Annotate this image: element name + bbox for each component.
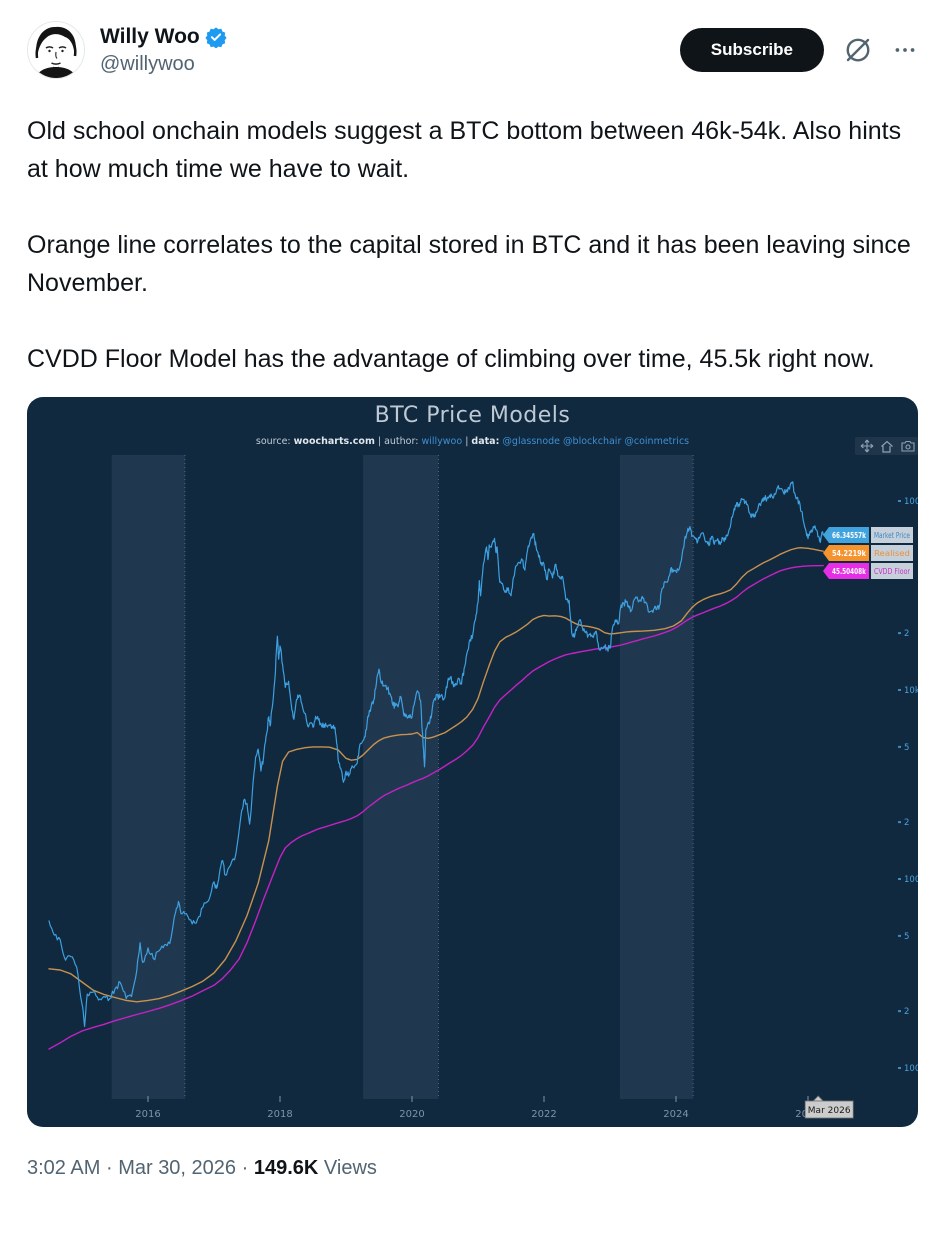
btc-price-models-chart: 201620182020202220242026100k5210k5210005…	[48, 437, 918, 1120]
author-block: Willy Woo @willywoo	[100, 24, 227, 75]
author-handle[interactable]: @willywoo	[100, 52, 195, 75]
svg-text:10k: 10k	[904, 686, 918, 696]
svg-text:2: 2	[904, 1007, 909, 1017]
svg-text:100k: 100k	[904, 497, 918, 507]
avatar[interactable]	[27, 21, 85, 79]
svg-text:Market Price: Market Price	[874, 531, 910, 540]
svg-text:Mar 2026: Mar 2026	[808, 1106, 851, 1116]
svg-text:1000: 1000	[904, 875, 918, 885]
footer-dot: ·	[105, 1157, 113, 1179]
verified-badge-icon	[205, 27, 227, 48]
credits-sep: |	[462, 436, 472, 447]
svg-text:5: 5	[904, 932, 909, 942]
tweet-header: Willy Woo @willywoo Subscribe	[27, 0, 918, 79]
credits-author-label: | author:	[374, 436, 422, 447]
svg-text:Realised: Realised	[874, 549, 910, 558]
tweet-paragraph: Orange line correlates to the capital st…	[27, 231, 911, 297]
author-name[interactable]: Willy Woo	[100, 25, 200, 49]
more-icon[interactable]	[892, 37, 918, 63]
tweet: Willy Woo @willywoo Subscribe	[27, 0, 918, 1180]
grok-icon[interactable]	[843, 35, 873, 65]
tweet-text: Old school onchain models suggest a BTC …	[27, 112, 918, 378]
tweet-media-chart[interactable]: 201620182020202220242026100k5210k5210005…	[27, 397, 918, 1127]
svg-text:100: 100	[904, 1064, 918, 1074]
timestamp-date: Mar 30, 2026	[118, 1157, 237, 1179]
svg-text:2022: 2022	[531, 1109, 556, 1120]
chart-credits: source: woocharts.com | author: willywoo…	[27, 436, 918, 447]
svg-text:2024: 2024	[663, 1109, 688, 1120]
svg-text:2: 2	[904, 629, 909, 639]
timestamp-time: 3:02 AM	[27, 1157, 101, 1179]
header-actions: Subscribe	[679, 28, 918, 72]
credits-author-link: willywoo	[421, 436, 463, 447]
views-label: Views	[323, 1157, 377, 1179]
svg-text:2: 2	[904, 818, 909, 828]
svg-text:5: 5	[904, 743, 909, 753]
credits-source-label: source:	[255, 436, 294, 447]
credits-source-site: woocharts.com	[293, 436, 375, 447]
svg-text:2020: 2020	[399, 1109, 424, 1120]
svg-text:45.50408k: 45.50408k	[832, 567, 866, 576]
avatar-sketch	[28, 22, 84, 78]
tweet-paragraph: CVDD Floor Model has the advantage of cl…	[27, 345, 875, 373]
views-count: 149.6K	[253, 1157, 319, 1179]
svg-text:66.34557k: 66.34557k	[832, 531, 866, 540]
svg-text:2018: 2018	[267, 1109, 292, 1120]
svg-text:54.2219k: 54.2219k	[832, 549, 867, 558]
footer-dot: ·	[241, 1157, 249, 1179]
tweet-footer: 3:02 AM · Mar 30, 2026 · 149.6K Views	[27, 1157, 918, 1180]
credits-data-label: data:	[471, 436, 500, 447]
svg-text:CVDD Floor: CVDD Floor	[874, 567, 911, 576]
tweet-paragraph: Old school onchain models suggest a BTC …	[27, 117, 902, 183]
subscribe-button[interactable]: Subscribe	[679, 28, 824, 72]
credits-data-links: @glassnode @blockchair @coinmetrics	[502, 436, 690, 447]
chart-title: BTC Price Models	[374, 403, 571, 428]
svg-text:2016: 2016	[135, 1109, 160, 1120]
